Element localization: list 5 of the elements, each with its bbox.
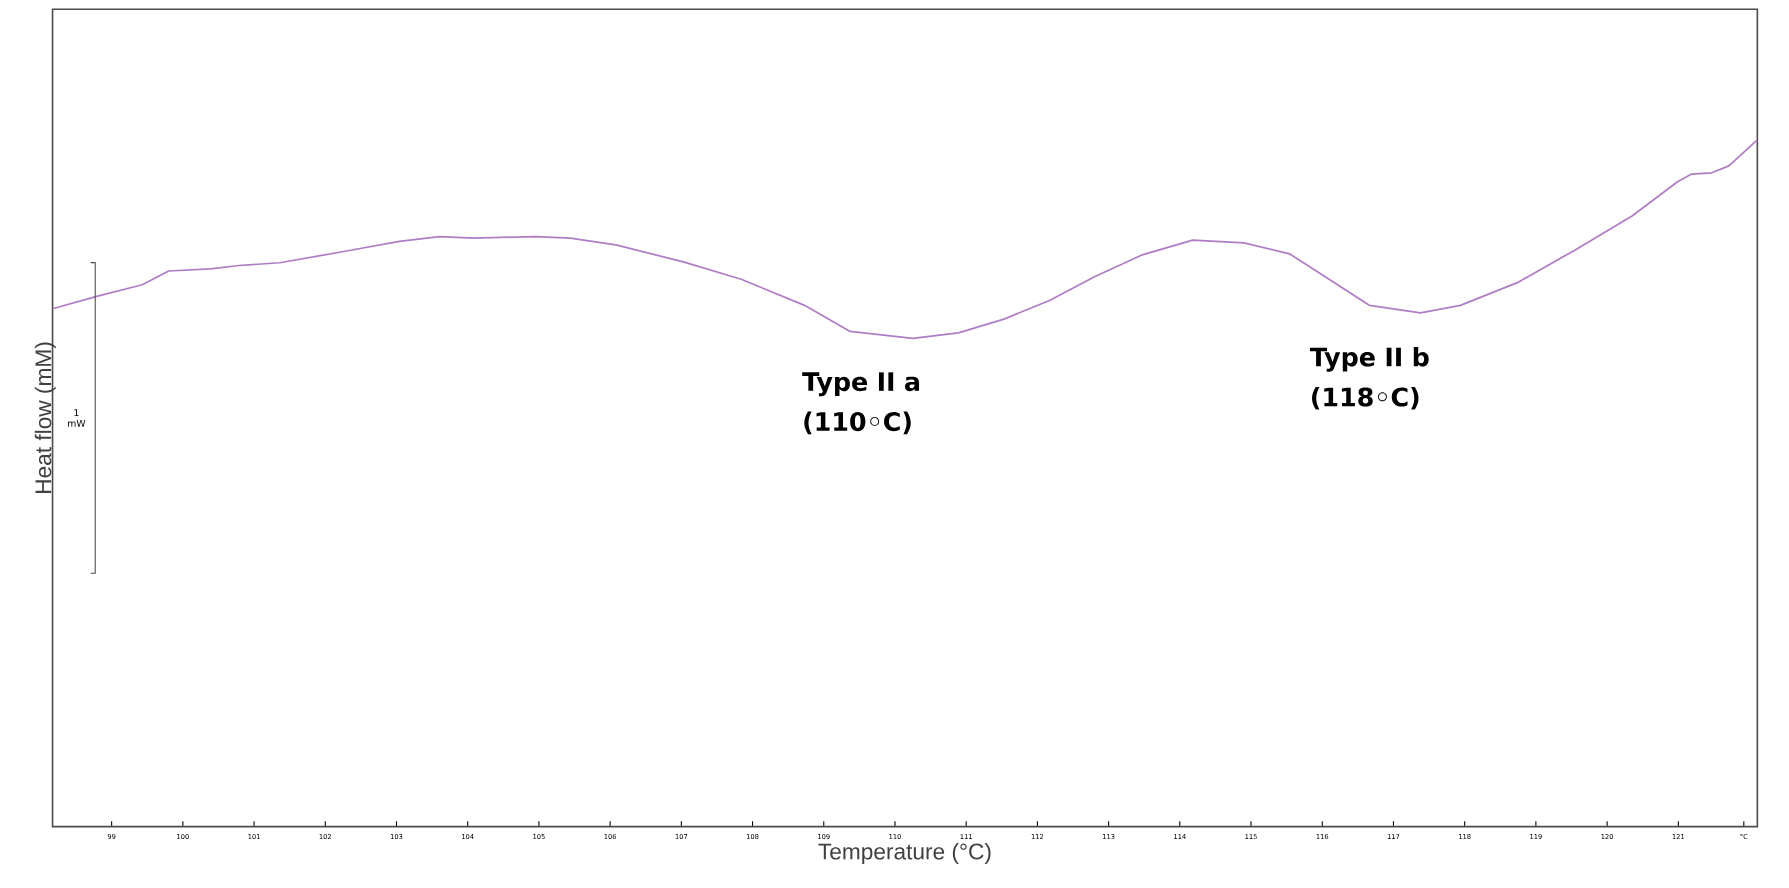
y-axis-title: Heat flow (mM) (34, 342, 56, 493)
annotation: Type II b (118◦C) (1309, 346, 1429, 410)
annotation: 1 mW (68, 409, 86, 427)
annotation: Type II a (110◦C) (802, 372, 920, 435)
x-axis-title: Temperature (°C) (818, 842, 991, 865)
